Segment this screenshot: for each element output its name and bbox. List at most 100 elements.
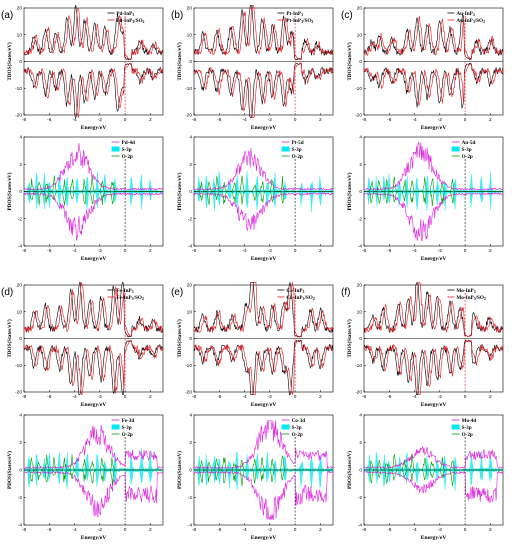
pdos-legend: Au-5dS-3pO-2p bbox=[451, 140, 476, 160]
x-tick-label: -6 bbox=[387, 527, 392, 533]
legend-label-metal-d: Mo-4d bbox=[462, 418, 477, 424]
adsorbed-tdos-up-line bbox=[23, 8, 164, 60]
y-tick-label: 20 bbox=[357, 6, 363, 12]
x-tick-label: 0 bbox=[294, 394, 297, 400]
y-tick-label: -20 bbox=[185, 113, 192, 119]
tdos-plot-fe: -8 -6 -4 -2 0 2-20-1001020Energy/eVTDOS(State… bbox=[1, 281, 164, 408]
adsorbed-tdos-up-line bbox=[363, 15, 504, 61]
x-tick-label: 2 bbox=[319, 248, 322, 254]
x-tick-label: -6 bbox=[47, 527, 52, 533]
s-3p-pdos-down-area bbox=[363, 191, 504, 212]
y-tick-label: -4 bbox=[188, 244, 193, 250]
y-tick-label: 4 bbox=[359, 135, 362, 141]
pdos-plot-au: -8 -6 -4 -2 0 2 -4 -2 0 2 4 Energy/eV PDOS(States/eV… bbox=[346, 135, 504, 262]
x-tick-label: -8 bbox=[192, 117, 197, 123]
x-tick-label: -4 bbox=[72, 117, 77, 123]
legend-label-s-3p: S-3p bbox=[462, 425, 472, 431]
x-tick-label: -4 bbox=[412, 248, 417, 254]
metal-d-pdos-up-line bbox=[363, 445, 504, 470]
y-tick-label: 4 bbox=[189, 135, 192, 141]
legend-label-s-3p: S-3p bbox=[292, 425, 302, 431]
pristine-tdos-down-line bbox=[23, 62, 164, 119]
y-tick-label: 0 bbox=[359, 59, 362, 65]
x-tick-label: 2 bbox=[489, 394, 492, 400]
x-tick-label: -4 bbox=[412, 117, 417, 123]
legend-label-metal-d: Co-3d bbox=[292, 418, 306, 424]
x-tick-label: -2 bbox=[438, 117, 443, 123]
pristine-tdos-up-line bbox=[363, 281, 504, 338]
adsorbed-tdos-up-line bbox=[23, 282, 164, 337]
x-tick-label: -2 bbox=[268, 394, 273, 400]
legend-label-adsorbed: Au-InP3/SO2 bbox=[456, 18, 485, 24]
legend-label-metal-d: Pd-4d bbox=[122, 140, 135, 146]
pdos-plot-co: -8 -6 -4 -2 0 2 -4 -2 0 2 4 Energy/eV PDOS(States/eV… bbox=[176, 413, 334, 541]
x-tick-label: 0 bbox=[464, 248, 467, 254]
x-tick-label: 2 bbox=[149, 248, 152, 254]
legend-label-s-3p: S-3p bbox=[122, 425, 132, 431]
s-3p-pdos-up-area bbox=[23, 448, 164, 471]
panel-letter: (b) bbox=[171, 10, 183, 21]
legend-swatch-s-3p bbox=[451, 146, 460, 152]
legend-label-pristine: Co-InP3 bbox=[286, 288, 304, 294]
y-tick-label: -20 bbox=[355, 390, 362, 396]
x-tick-label: -4 bbox=[242, 527, 247, 533]
y-axis-label: PDOS(States/eV) bbox=[6, 451, 13, 489]
panel-letter: (f) bbox=[341, 287, 350, 298]
x-tick-label: -2 bbox=[98, 248, 103, 254]
x-tick-label: -4 bbox=[72, 248, 77, 254]
adsorbed-tdos-down-line bbox=[193, 62, 334, 118]
x-tick-label: -8 bbox=[22, 248, 27, 254]
legend-label-o-2p: O-2p bbox=[122, 432, 133, 438]
x-tick-label: 0 bbox=[124, 248, 127, 254]
y-tick-label: 4 bbox=[19, 413, 22, 419]
pdos-legend: Pt-5dS-3pO-2p bbox=[281, 140, 304, 160]
legend-label-s-3p: S-3p bbox=[292, 147, 302, 153]
x-tick-label: -6 bbox=[47, 117, 52, 123]
x-axis-label: Energy/eV bbox=[251, 256, 276, 262]
y-axis-label: TDOS(States/eV) bbox=[6, 319, 13, 358]
pdos-plot-pt: -8 -6 -4 -2 0 2 -4 -2 0 2 4 Energy/eV PDOS(States/eV… bbox=[176, 135, 334, 262]
x-tick-label: 2 bbox=[149, 394, 152, 400]
y-tick-label: -2 bbox=[18, 216, 23, 222]
pristine-tdos-down-line bbox=[363, 62, 504, 109]
legend-label-adsorbed: Pt-InP3/SO2 bbox=[286, 18, 313, 24]
tdos-plot-mo: -8 -6 -4 -2 0 2-20-1001020Energy/eVTDOS(State… bbox=[341, 281, 504, 408]
pdos-legend: Pd-4dS-3pO-2p bbox=[111, 140, 135, 160]
pdos-legend: Mo-4dS-3pO-2p bbox=[451, 418, 477, 438]
x-tick-label: -8 bbox=[362, 117, 367, 123]
metal-d-pdos-down-line bbox=[363, 192, 504, 242]
adsorbed-tdos-down-line bbox=[193, 339, 334, 396]
x-tick-label: -2 bbox=[268, 527, 273, 533]
x-tick-label: 2 bbox=[319, 527, 322, 533]
x-tick-label: -4 bbox=[412, 527, 417, 533]
metal-d-pdos-up-line bbox=[23, 143, 164, 191]
pristine-tdos-down-line bbox=[193, 62, 334, 118]
y-tick-label: 20 bbox=[357, 283, 363, 289]
y-axis-label: TDOS(States/eV) bbox=[346, 42, 353, 81]
y-tick-label: -2 bbox=[358, 216, 363, 222]
y-tick-label: 0 bbox=[359, 189, 362, 195]
x-tick-label: 2 bbox=[149, 527, 152, 533]
y-tick-label: -10 bbox=[355, 86, 362, 92]
metal-d-pdos-down-line bbox=[23, 471, 164, 518]
legend-swatch-s-3p bbox=[111, 146, 120, 152]
y-tick-label: 2 bbox=[189, 162, 192, 168]
pristine-tdos-up-line bbox=[193, 282, 334, 338]
x-tick-label: -6 bbox=[217, 394, 222, 400]
y-tick-label: -2 bbox=[358, 495, 363, 501]
y-axis-label: PDOS(States/eV) bbox=[176, 172, 183, 210]
y-tick-label: 10 bbox=[357, 32, 363, 38]
y-tick-label: 2 bbox=[19, 440, 22, 446]
y-axis-label: PDOS(States/eV) bbox=[6, 172, 13, 210]
y-tick-label: 0 bbox=[359, 336, 362, 342]
x-axis-label: Energy/eV bbox=[421, 535, 446, 541]
legend-swatch-s-3p bbox=[281, 424, 290, 430]
x-tick-label: -4 bbox=[242, 248, 247, 254]
x-tick-label: 0 bbox=[294, 117, 297, 123]
